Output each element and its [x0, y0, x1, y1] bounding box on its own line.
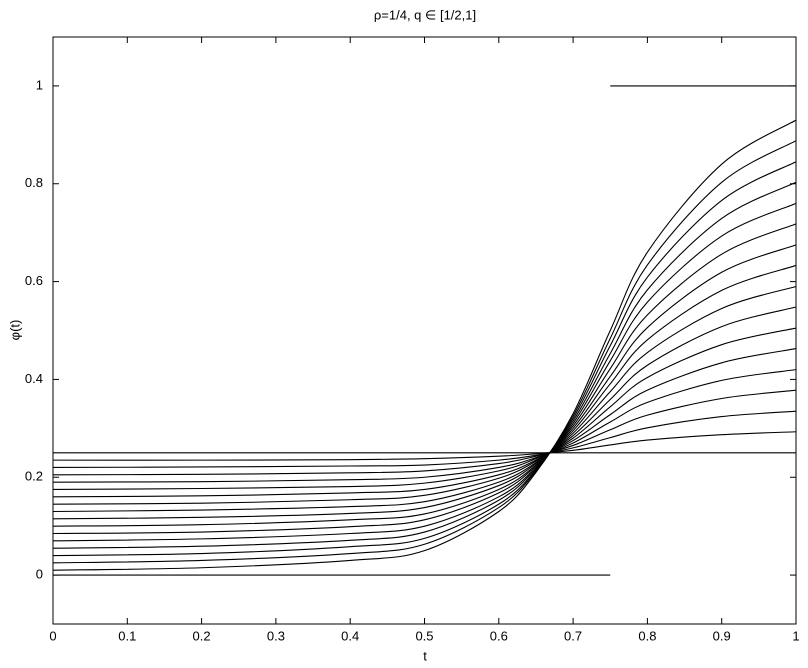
curve	[52, 389, 797, 476]
x-tick-label: 0.2	[193, 628, 211, 643]
curve	[52, 202, 797, 542]
y-tick-label: 0	[36, 567, 43, 582]
y-tick-label: 1	[36, 77, 43, 92]
y-tick-label: 0.4	[25, 371, 43, 386]
x-tick-label: 0.8	[638, 628, 656, 643]
curve	[52, 140, 797, 564]
x-tick-label: 0.7	[564, 628, 582, 643]
y-axis-label: φ(t)	[7, 320, 22, 341]
curve	[52, 327, 797, 498]
curve	[52, 223, 797, 535]
x-tick-label: 0.3	[267, 628, 285, 643]
y-tick-label: 0.6	[25, 273, 43, 288]
curve	[52, 181, 797, 549]
curve	[52, 244, 797, 527]
x-tick-label: 0.5	[415, 628, 433, 643]
x-tick-label: 1	[792, 628, 799, 643]
curve	[52, 410, 797, 469]
curve	[52, 431, 797, 461]
curve	[52, 264, 797, 520]
y-tick-label: 0.2	[25, 469, 43, 484]
curve	[52, 285, 797, 513]
x-tick-label: 0	[49, 628, 56, 643]
x-tick-label: 0.4	[341, 628, 359, 643]
curve	[52, 369, 797, 483]
y-tick-label: 0.8	[25, 175, 43, 190]
axes-frame	[52, 36, 797, 625]
x-tick-label: 0.1	[118, 628, 136, 643]
chart-title: ρ=1/4, q ∈ [1/2,1]	[374, 7, 476, 22]
curve	[52, 85, 796, 576]
x-tick-label: 0.9	[713, 628, 731, 643]
curve	[52, 306, 797, 505]
x-axis-label: t	[423, 648, 427, 663]
curve	[52, 119, 797, 571]
x-tick-label: 0.6	[490, 628, 508, 643]
curve	[52, 348, 797, 491]
curve	[52, 161, 797, 557]
